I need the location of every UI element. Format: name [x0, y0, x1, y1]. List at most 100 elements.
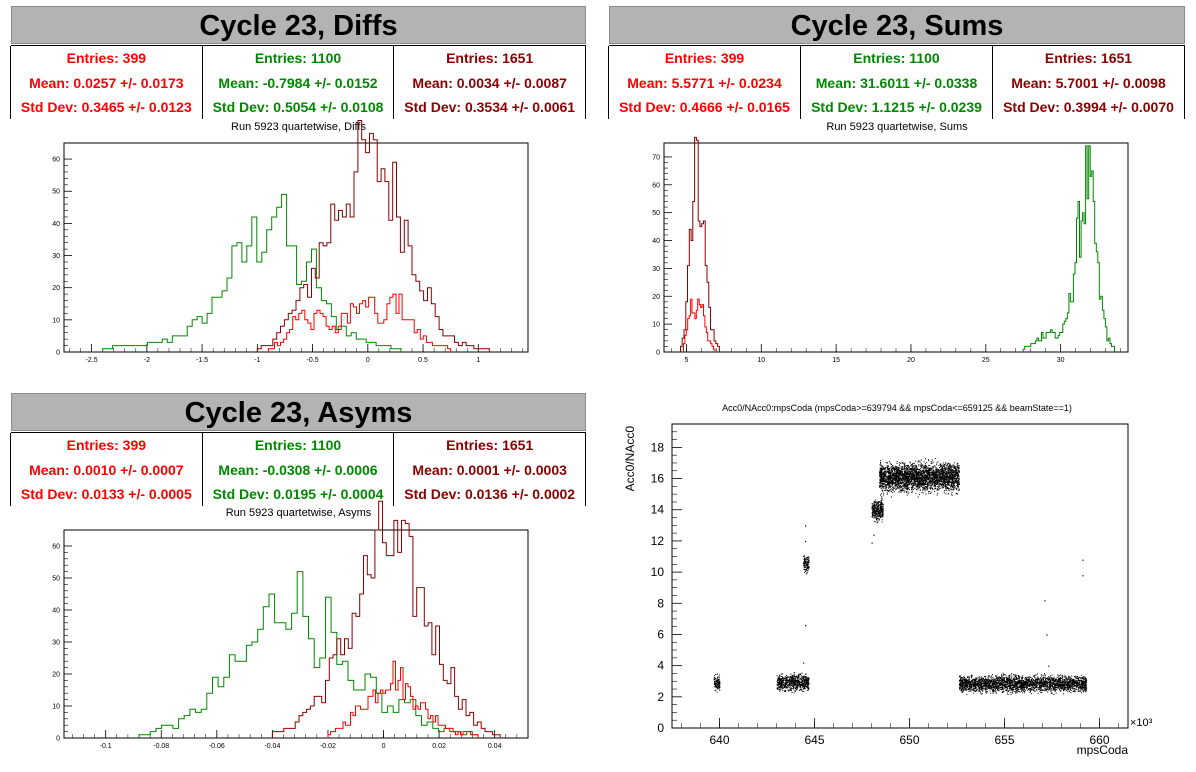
y-tick-label: 12 — [651, 534, 665, 548]
scatter-point — [880, 508, 882, 510]
scatter-point — [897, 483, 899, 485]
scatter-point — [932, 467, 934, 468]
scatter-point — [884, 478, 885, 480]
scatter-point — [937, 470, 938, 472]
scatter-point — [955, 482, 957, 484]
scatter-point — [880, 471, 882, 473]
scatter-point — [890, 485, 891, 487]
scatter-point — [875, 517, 877, 519]
scatter-point — [803, 685, 805, 687]
histogram-series-green — [1022, 145, 1116, 353]
scatter-point — [899, 470, 901, 472]
scatter-point — [943, 471, 945, 473]
scatter-point — [901, 490, 903, 492]
scatter-point — [798, 676, 800, 678]
scatter-point — [776, 680, 778, 682]
scatter-point — [926, 462, 928, 464]
scatter-point — [873, 505, 875, 507]
scatter-point — [920, 489, 921, 491]
scatter-point — [894, 477, 895, 479]
scatter-point — [950, 471, 952, 473]
scatter-point — [796, 686, 798, 688]
scatter-point — [1047, 691, 1049, 693]
scatter-point — [944, 467, 946, 469]
scatter-point — [916, 477, 918, 479]
scatter-point — [937, 470, 939, 472]
scatter-point — [807, 686, 809, 688]
scatter-point — [950, 489, 952, 491]
scatter-point — [915, 472, 917, 474]
scatter-point — [930, 482, 932, 484]
scatter-point — [882, 480, 884, 482]
scatter-point — [899, 477, 900, 479]
scatter-point — [985, 688, 987, 690]
scatter-point — [981, 676, 983, 678]
scatter-point — [717, 685, 719, 687]
scatter-point — [953, 471, 955, 473]
scatter-point — [805, 560, 807, 562]
scatter-point — [935, 471, 937, 473]
scatter-point — [923, 488, 925, 490]
scatter-point — [878, 515, 880, 516]
scatter-point — [953, 468, 955, 469]
scatter-point — [933, 472, 935, 474]
scatter-point — [897, 477, 899, 479]
scatter-point — [807, 676, 809, 678]
scatter-point — [914, 468, 916, 470]
scatter-point — [918, 469, 920, 471]
scatter-point — [952, 469, 954, 471]
scatter-point — [789, 679, 791, 681]
scatter-point — [955, 469, 957, 471]
scatter-point — [945, 477, 947, 479]
scatter-point — [941, 477, 943, 478]
scatter-point — [904, 486, 906, 488]
scatter-point — [786, 684, 788, 686]
scatter-point — [716, 686, 718, 688]
scatter-point — [880, 501, 882, 503]
scatter-point — [903, 474, 905, 476]
scatter-point — [909, 474, 911, 476]
scatter-point — [1078, 687, 1080, 689]
scatter-point — [928, 460, 930, 462]
scatter-point — [881, 498, 883, 500]
scatter-point — [939, 484, 941, 486]
scatter-point — [890, 488, 892, 490]
scatter-point — [877, 511, 879, 513]
scatter-point — [894, 478, 895, 480]
scatter-point — [945, 478, 947, 480]
scatter-point — [950, 486, 952, 488]
scatter-point — [902, 490, 904, 492]
scatter-point — [807, 687, 809, 689]
scatter-point — [807, 685, 809, 687]
scatter-point — [916, 472, 918, 474]
scatter-point — [922, 469, 924, 471]
scatter-point — [990, 682, 991, 684]
scatter-point — [923, 479, 924, 481]
scatter-point — [900, 483, 901, 485]
scatter-point — [956, 474, 958, 476]
scatter-point — [932, 478, 934, 480]
scatter-point — [904, 475, 906, 477]
scatter-point — [922, 474, 923, 476]
scatter-point — [936, 483, 938, 484]
scatter-point — [929, 479, 931, 481]
scatter-point — [951, 493, 953, 495]
scatter-point — [803, 559, 805, 560]
scatter-point — [801, 682, 803, 684]
scatter-point — [890, 481, 892, 483]
scatter-point — [778, 676, 780, 678]
scatter-point — [879, 511, 881, 513]
scatter-point — [949, 479, 951, 481]
scatter-point — [926, 474, 928, 476]
scatter-point — [789, 680, 791, 682]
scatter-point — [942, 476, 943, 478]
scatter-point — [956, 485, 958, 487]
scatter-point — [977, 677, 979, 679]
scatter-point — [946, 473, 948, 475]
scatter-point — [779, 675, 781, 677]
scatter-point — [908, 477, 910, 479]
scatter-point — [780, 678, 782, 679]
scatter-point — [787, 689, 789, 691]
scatter-point — [927, 487, 929, 489]
